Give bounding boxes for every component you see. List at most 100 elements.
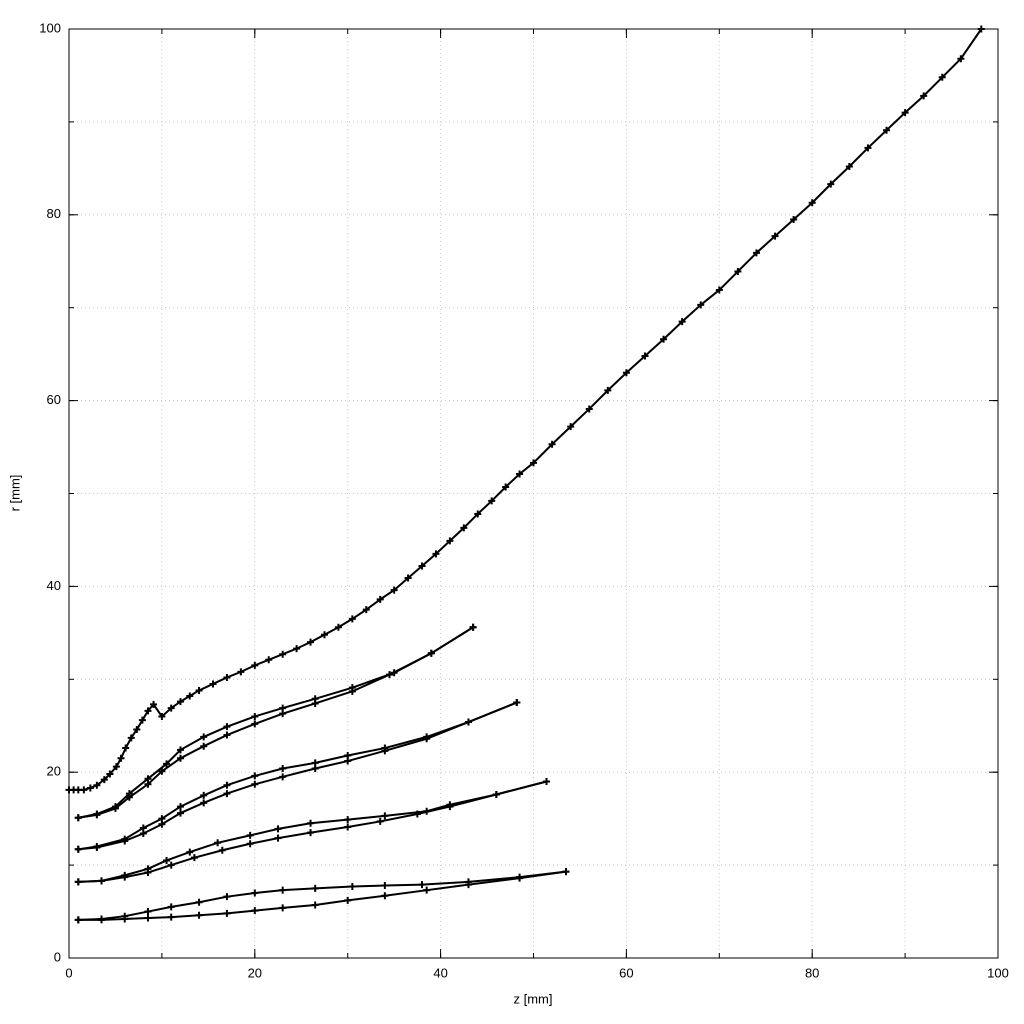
point-marker (348, 687, 356, 695)
curve (78, 701, 518, 851)
point-marker (86, 784, 94, 792)
point-marker (883, 126, 891, 134)
point-marker (734, 267, 742, 275)
point-marker (195, 911, 203, 919)
point-marker (307, 638, 315, 646)
point-marker (562, 868, 570, 876)
point-marker (74, 916, 82, 924)
point-marker (218, 846, 226, 854)
point-marker (386, 671, 394, 679)
point-marker (827, 180, 835, 188)
point-marker (311, 884, 319, 892)
point-marker (376, 595, 384, 603)
point-marker (446, 803, 454, 811)
plot-frame (68, 28, 999, 959)
point-marker (660, 335, 668, 343)
point-marker (423, 886, 431, 894)
point-marker (246, 840, 254, 848)
point-marker (93, 781, 101, 789)
point-marker (176, 746, 184, 754)
point-marker (279, 773, 287, 781)
point-marker (167, 861, 175, 869)
point-marker (279, 764, 287, 772)
point-marker (144, 908, 152, 916)
point-marker (251, 907, 259, 915)
point-marker (344, 757, 352, 765)
point-marker (144, 707, 152, 715)
point-marker (98, 877, 106, 885)
point-marker (381, 747, 389, 755)
point-marker (344, 896, 352, 904)
point-marker (488, 497, 496, 505)
point-marker (163, 856, 171, 864)
point-marker (74, 845, 82, 853)
point-marker (311, 901, 319, 909)
curve (78, 780, 547, 883)
point-marker (293, 645, 301, 653)
x-tick-label: 60 (619, 965, 633, 980)
point-marker (697, 301, 705, 309)
point-marker (144, 869, 152, 877)
point-marker (771, 232, 779, 240)
point-marker (413, 810, 421, 818)
point-marker (122, 744, 130, 752)
point-marker (901, 109, 909, 117)
point-marker (543, 777, 551, 785)
point-marker (106, 770, 114, 778)
point-marker (516, 874, 524, 882)
point-marker (158, 820, 166, 828)
point-marker (167, 903, 175, 911)
point-marker (223, 893, 231, 901)
y-tick-label: 40 (47, 578, 61, 593)
point-marker (223, 673, 231, 681)
point-marker (678, 318, 686, 326)
point-marker (251, 712, 259, 720)
point-marker (344, 823, 352, 831)
point-marker (348, 615, 356, 623)
point-marker (307, 819, 315, 827)
point-marker (641, 352, 649, 360)
point-marker (957, 55, 965, 63)
point-marker (427, 649, 435, 657)
point-marker (158, 767, 166, 775)
x-tick-label: 0 (65, 965, 72, 980)
point-marker (163, 760, 171, 768)
point-marker (112, 763, 120, 771)
point-marker (144, 780, 152, 788)
point-marker (133, 725, 141, 733)
point-marker (144, 914, 152, 922)
point-marker (567, 423, 575, 431)
x-tick-label: 40 (433, 965, 447, 980)
point-marker (190, 854, 198, 862)
point-marker (251, 889, 259, 897)
point-marker (513, 699, 521, 707)
y-tick-label: 80 (47, 206, 61, 221)
point-marker (223, 909, 231, 917)
point-marker (279, 650, 287, 658)
point-marker (432, 550, 440, 558)
point-marker (167, 913, 175, 921)
point-marker (186, 692, 194, 700)
point-marker (977, 25, 985, 33)
point-marker (195, 898, 203, 906)
x-tick-label: 80 (805, 965, 819, 980)
point-marker (200, 733, 208, 741)
point-marker (121, 873, 129, 881)
point-marker (200, 791, 208, 799)
point-marker (348, 882, 356, 890)
point-marker (920, 92, 928, 100)
y-tick-label: 60 (47, 392, 61, 407)
curve (78, 626, 474, 819)
point-marker (381, 892, 389, 900)
point-marker (381, 812, 389, 820)
y-tick-label: 0 (54, 949, 61, 964)
point-marker (390, 586, 398, 594)
point-marker (492, 790, 500, 798)
point-marker (74, 814, 82, 822)
point-marker (223, 731, 231, 739)
point-marker (469, 623, 477, 631)
point-marker (223, 790, 231, 798)
point-marker (376, 817, 384, 825)
